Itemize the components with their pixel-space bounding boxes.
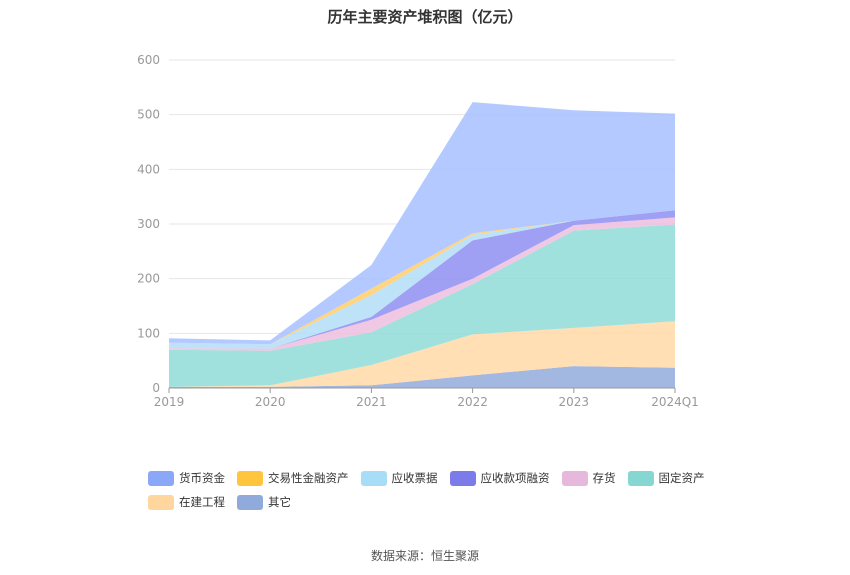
area-series bbox=[169, 102, 675, 388]
legend-swatch-5 bbox=[627, 470, 654, 486]
legend-swatch-4 bbox=[561, 470, 588, 486]
legend-label-6: 在建工程 bbox=[179, 495, 225, 509]
legend-swatch-6 bbox=[148, 494, 174, 510]
legend-swatch-0 bbox=[148, 470, 174, 486]
y-tick-label-400: 400 bbox=[137, 162, 160, 176]
legend-item-0[interactable]: 货币资金 bbox=[148, 470, 225, 486]
axes: 0 100 200 300 400 500 600 2019 2020 2021 2022 2023 2… bbox=[137, 53, 699, 409]
legend-swatch-1 bbox=[237, 470, 263, 486]
x-tick-label-1: 2020 bbox=[255, 395, 286, 409]
legend-item-7[interactable]: 其它 bbox=[237, 494, 291, 510]
x-tick-label-5: 2024Q1 bbox=[651, 395, 699, 409]
x-tick-label-4: 2023 bbox=[559, 395, 590, 409]
y-tick-label-500: 500 bbox=[137, 108, 160, 122]
area-series-2 bbox=[169, 224, 675, 387]
x-tick-label-3: 2022 bbox=[457, 395, 488, 409]
area-series-1 bbox=[169, 321, 675, 387]
y-tick-label-200: 200 bbox=[137, 272, 160, 286]
legend-item-5[interactable]: 固定资产 bbox=[627, 470, 705, 486]
area-series-4 bbox=[169, 210, 675, 349]
x-tick-label-2: 2021 bbox=[356, 395, 387, 409]
legend-item-1[interactable]: 交易性金融资产 bbox=[237, 470, 349, 486]
legend-label-3: 应收款项融资 bbox=[480, 471, 550, 485]
legend-label-4: 存货 bbox=[592, 471, 616, 485]
y-tick-label-0: 0 bbox=[152, 381, 160, 395]
legend-swatch-7 bbox=[237, 494, 263, 510]
legend-label-0: 货币资金 bbox=[179, 471, 225, 485]
legend-item-4[interactable]: 存货 bbox=[561, 470, 616, 486]
legend-item-6[interactable]: 在建工程 bbox=[148, 494, 225, 510]
legend: 货币资金 交易性金融资产 应收票据 应收款项融资 存货 固定资产在建工程 其它 bbox=[148, 470, 728, 510]
area-series-7 bbox=[169, 102, 675, 345]
y-tick-label-600: 600 bbox=[137, 53, 160, 67]
legend-item-2[interactable]: 应收票据 bbox=[360, 470, 438, 486]
legend-swatch-2 bbox=[360, 470, 387, 486]
legend-label-5: 固定资产 bbox=[658, 471, 705, 485]
y-tick-label-100: 100 bbox=[137, 326, 160, 340]
legend-label-7: 其它 bbox=[268, 495, 291, 509]
x-tick-label-0: 2019 bbox=[154, 395, 185, 409]
legend-label-2: 应收票据 bbox=[391, 471, 438, 485]
legend-label-1: 交易性金融资产 bbox=[268, 471, 349, 485]
y-tick-label-300: 300 bbox=[137, 217, 160, 231]
legend-item-3[interactable]: 应收款项融资 bbox=[449, 470, 550, 486]
chart-title: 历年主要资产堆积图（亿元） bbox=[327, 8, 523, 26]
source-note: 数据来源：恒生聚源 bbox=[370, 549, 479, 563]
legend-swatch-3 bbox=[449, 470, 476, 486]
area-series-0 bbox=[169, 366, 675, 388]
